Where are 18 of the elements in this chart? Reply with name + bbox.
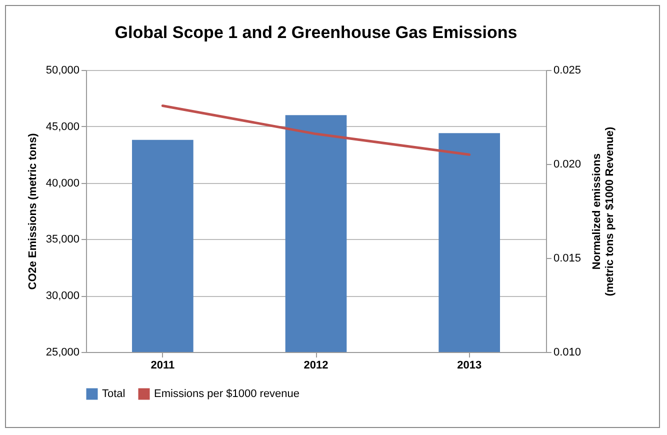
legend-label: Emissions per $1000 revenue: [154, 388, 300, 400]
y-tick-label: 45,000: [46, 120, 80, 133]
x-tick-label: 2013: [457, 360, 482, 372]
x-tick-label: 2012: [304, 360, 328, 372]
y-tick-label: 40,000: [46, 177, 80, 190]
y-tick-label: 30,000: [46, 290, 80, 302]
y2-axis-title: Normalized emissions (metric tons per $1000 Revenue): [591, 126, 616, 296]
y2-tick-label: 0.025: [554, 64, 582, 76]
y2-tick-label: 0.010: [554, 346, 582, 358]
x-tick-label: 2011: [150, 360, 175, 372]
y-tick-label: 50,000: [46, 64, 80, 76]
y-tick-label: 35,000: [46, 234, 80, 246]
y-axis-title: CO2e Emissions (metric tons): [26, 132, 39, 290]
chart-title: Global Scope 1 and 2 Greenhouse Gas Emissions: [114, 23, 518, 42]
y2-tick-label: 0.020: [554, 158, 582, 170]
y2-tick-label: 0.015: [554, 252, 582, 264]
legend-label: Total: [102, 388, 126, 400]
y-tick-label: 25,000: [46, 346, 80, 358]
